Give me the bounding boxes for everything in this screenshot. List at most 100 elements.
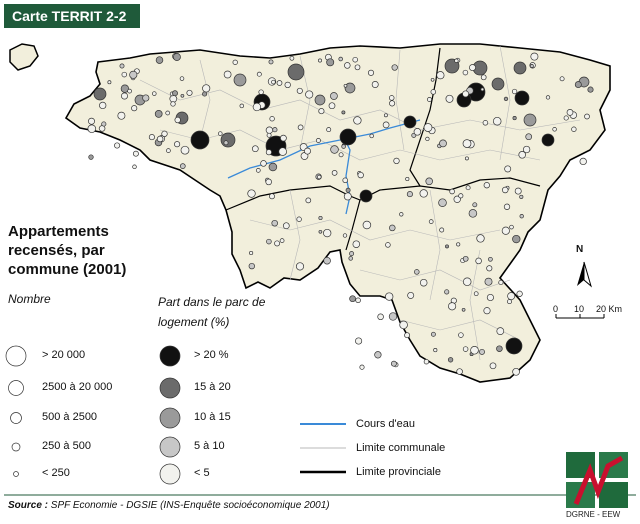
w-logo-icon	[566, 452, 628, 510]
map-region	[64, 43, 611, 383]
commune-circle	[107, 80, 112, 85]
commune-circle	[127, 88, 132, 94]
commune-circle	[501, 186, 509, 194]
scale-label: 0	[553, 304, 559, 314]
commune-circle	[359, 364, 365, 370]
commune-circle	[385, 292, 394, 301]
legend-size-circle	[11, 442, 21, 452]
commune-circle	[403, 115, 417, 129]
commune-circle	[349, 251, 355, 257]
commune-circle	[438, 198, 447, 207]
commune-circle	[453, 195, 461, 203]
legend-size-label: < 250	[42, 467, 70, 479]
commune-circle	[326, 58, 335, 67]
commune-circle	[318, 108, 325, 115]
commune-circle	[342, 177, 348, 184]
commune-circle	[390, 360, 397, 367]
commune-circle	[232, 59, 238, 65]
commune-circle	[169, 94, 178, 103]
commune-circle	[425, 136, 430, 142]
commune-circle	[483, 307, 491, 315]
commune-circle	[180, 145, 190, 155]
commune-circle	[326, 127, 332, 133]
commune-circle	[119, 63, 125, 69]
commune-circle	[282, 222, 290, 230]
commune-circle	[289, 55, 295, 61]
commune-circle	[251, 145, 259, 153]
commune-circle	[430, 77, 435, 82]
commune-circle	[142, 94, 150, 102]
commune-circle	[297, 124, 304, 131]
commune-circle	[266, 132, 272, 138]
commune-circle	[425, 177, 433, 186]
commune-circle	[344, 82, 356, 94]
legend-line-label: Limite communale	[356, 442, 446, 454]
province-boundary	[345, 199, 361, 251]
commune-circle	[339, 128, 357, 146]
commune-circle	[399, 212, 404, 217]
commune-circle	[523, 113, 537, 127]
commune-circle	[268, 59, 274, 65]
river-line	[343, 137, 351, 215]
commune-circle	[462, 255, 469, 262]
commune-circle	[492, 116, 502, 126]
commune-circle	[318, 229, 323, 234]
commune-circle	[202, 84, 211, 93]
commune-circle	[353, 116, 362, 125]
commune-circle	[233, 73, 247, 87]
commune-circle	[258, 89, 264, 95]
commune-circle	[462, 346, 469, 352]
commune-circle	[367, 69, 375, 76]
commune-circle	[479, 348, 485, 355]
north-label: N	[576, 244, 584, 255]
commune-circle	[132, 150, 139, 157]
commune-circle	[223, 140, 229, 146]
commune-circle	[247, 189, 256, 198]
commune-circle	[456, 368, 463, 375]
commune-circle	[269, 116, 275, 122]
commune-circles	[87, 52, 594, 376]
commune-circle	[152, 91, 157, 96]
commune-circle	[357, 171, 364, 179]
legend-shade-label: 10 à 15	[194, 411, 231, 423]
commune-circle	[278, 147, 287, 156]
commune-circle	[404, 332, 411, 339]
commune-circle	[355, 337, 363, 345]
commune-circle	[505, 337, 523, 355]
commune-circle	[269, 193, 275, 200]
commune-circle	[87, 124, 97, 134]
commune-circle	[448, 302, 457, 311]
commune-circle	[129, 70, 138, 79]
commune-circle	[419, 189, 428, 198]
commune-circle	[304, 147, 311, 155]
commune-circle	[482, 120, 489, 126]
commune-circle	[256, 71, 262, 77]
commune-circle	[131, 105, 138, 112]
commune-circle	[486, 293, 494, 302]
commune-circle	[180, 93, 185, 98]
commune-circle	[316, 174, 322, 180]
commune-circle	[480, 74, 487, 81]
commune-circle	[223, 70, 232, 79]
commune-circle	[461, 307, 466, 312]
commune-circle	[166, 148, 171, 153]
commune-circle	[323, 256, 331, 265]
source-note: Source : SPF Economie - DGSIE (INS-Enquê…	[8, 500, 330, 511]
commune-circle	[512, 367, 520, 376]
legend-shade-label: > 20 %	[194, 349, 229, 361]
commune-circle	[186, 89, 193, 96]
legend-size-circle	[5, 345, 27, 367]
commune-circle	[338, 152, 344, 158]
commune-circle	[405, 176, 410, 182]
commune-circle	[385, 242, 391, 248]
legend-shade-circles	[159, 345, 181, 485]
commune-circle	[341, 144, 346, 149]
commune-circle	[439, 139, 447, 148]
commune-circle	[513, 61, 527, 75]
commune-circle	[511, 88, 518, 95]
commune-circle	[318, 215, 323, 221]
commune-circle	[469, 64, 476, 72]
commune-circle	[348, 256, 353, 261]
commune-circle	[354, 64, 361, 71]
commune-circle	[473, 291, 479, 297]
